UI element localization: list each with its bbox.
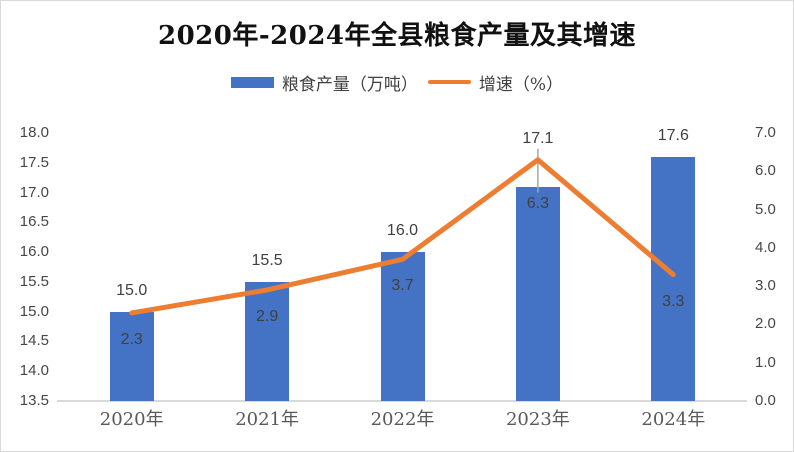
bar-value-label: 15.5 bbox=[251, 251, 283, 269]
bar bbox=[515, 186, 560, 401]
legend-item-growth: 增速（%） bbox=[427, 70, 564, 95]
y-axis-tick-right: 0.0 bbox=[755, 392, 776, 409]
legend: 粮食产量（万吨） 增速（%） bbox=[1, 70, 793, 95]
bar bbox=[245, 281, 290, 401]
y-axis-tick-left: 13.5 bbox=[19, 392, 49, 409]
line-value-label: 2.9 bbox=[255, 307, 279, 325]
y-axis-tick-left: 16.0 bbox=[19, 243, 49, 261]
y-axis-tick-left: 17.0 bbox=[19, 183, 49, 201]
y-axis-tick-left: 15.5 bbox=[19, 272, 49, 290]
y-axis-tick-right: 3.0 bbox=[755, 277, 776, 295]
chart-title: 2020年-2024年全县粮食产量及其增速 bbox=[157, 21, 637, 51]
line-swatch-icon bbox=[427, 80, 471, 84]
legend-label-growth: 增速（%） bbox=[478, 74, 564, 95]
line-value-label: 2.3 bbox=[120, 330, 143, 348]
y-axis-tick-right: 1.0 bbox=[755, 353, 776, 371]
y-axis-tick-left: 18.0 bbox=[19, 124, 49, 141]
y-axis-tick-left: 14.0 bbox=[19, 362, 49, 380]
y-axis-tick-left: 17.5 bbox=[19, 153, 49, 171]
y-axis-tick-right: 4.0 bbox=[755, 238, 776, 256]
legend-item-production: 粮食产量（万吨） bbox=[230, 70, 418, 95]
bar-value-label: 15.0 bbox=[116, 281, 148, 299]
y-axis-tick-left: 15.0 bbox=[19, 302, 49, 320]
bar bbox=[651, 156, 696, 401]
line-value-label: 6.3 bbox=[526, 194, 550, 212]
y-axis-tick-left: 16.5 bbox=[19, 213, 49, 231]
x-axis-line bbox=[57, 400, 747, 402]
y-axis-tick-left: 14.5 bbox=[19, 332, 49, 350]
x-axis-label: 2022年 bbox=[370, 409, 435, 430]
x-axis-label: 2021年 bbox=[235, 409, 299, 430]
bar bbox=[109, 311, 154, 401]
y-axis-tick-right: 7.0 bbox=[755, 124, 776, 141]
bar-value-label: 17.1 bbox=[522, 129, 554, 147]
bar-value-label: 16.0 bbox=[386, 222, 419, 240]
y-axis-tick-right: 5.0 bbox=[755, 200, 776, 218]
bar-swatch-icon bbox=[230, 76, 274, 88]
line-value-label: 3.3 bbox=[662, 292, 685, 310]
y-axis-tick-right: 6.0 bbox=[755, 162, 776, 180]
x-axis-label: 2020年 bbox=[99, 409, 164, 430]
bar bbox=[380, 252, 425, 401]
y-axis-tick-right: 2.0 bbox=[755, 315, 776, 333]
bar-value-label: 17.6 bbox=[657, 126, 689, 144]
x-axis-label: 2023年 bbox=[505, 409, 570, 430]
line-value-label: 3.7 bbox=[391, 277, 414, 295]
x-axis-label: 2024年 bbox=[641, 409, 706, 430]
legend-label-production: 粮食产量（万吨） bbox=[281, 74, 418, 95]
